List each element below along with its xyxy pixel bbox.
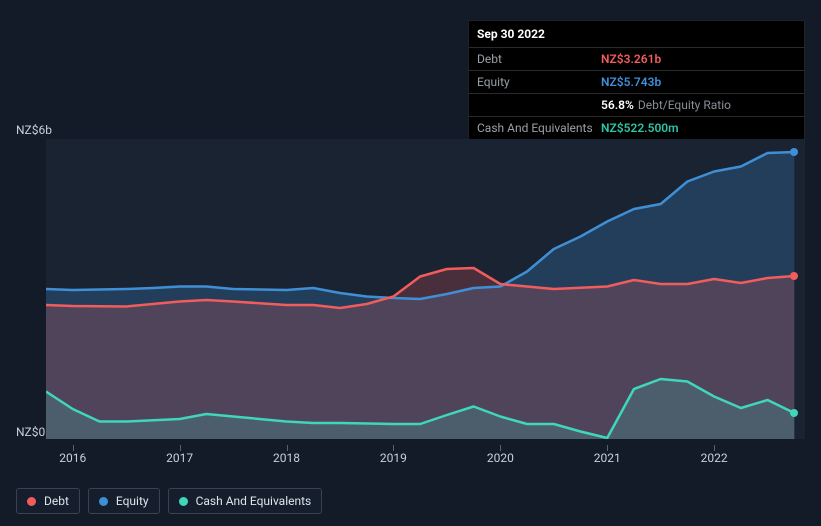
legend-item[interactable]: Cash And Equivalents [168, 488, 323, 514]
tooltip-date: Sep 30 2022 [469, 21, 804, 48]
tooltip-row: EquityNZ$5.743b [469, 71, 804, 94]
legend-color-dot [27, 497, 36, 506]
x-tick-label: 2021 [594, 451, 621, 465]
tooltip-row-secondary: Debt/Equity Ratio [638, 98, 731, 112]
tooltip-row-value: NZ$5.743b [601, 75, 661, 89]
tooltip-row-value: 56.8%Debt/Equity Ratio [601, 98, 731, 112]
x-tick-label: 2016 [59, 451, 86, 465]
y-axis-bottom-label: NZ$0 [16, 425, 45, 439]
x-axis-ticks: 2016 2017 2018 2019 2020 2021 2022 [46, 445, 805, 465]
tooltip-row: 56.8%Debt/Equity Ratio [469, 94, 804, 117]
x-tick-label: 2019 [380, 451, 407, 465]
series-endpoint-dot [790, 409, 798, 417]
tooltip-row-label: Equity [477, 75, 601, 89]
plot-svg [46, 139, 805, 439]
chart-area: NZ$6b NZ$0 2016 2017 2018 2019 2020 2021 2022 [16, 125, 805, 475]
x-tick-label: 2018 [273, 451, 300, 465]
legend-item[interactable]: Debt [16, 488, 80, 514]
legend-color-dot [179, 497, 188, 506]
tooltip-info-box: Sep 30 2022 DebtNZ$3.261bEquityNZ$5.743b… [468, 20, 805, 140]
legend: Debt Equity Cash And Equivalents [16, 488, 322, 514]
tooltip-row-value: NZ$3.261b [601, 52, 661, 66]
legend-label: Equity [116, 494, 149, 508]
y-axis-top-label: NZ$6b [16, 123, 52, 137]
legend-item[interactable]: Equity [88, 488, 160, 514]
x-tick-label: 2017 [166, 451, 193, 465]
legend-label: Debt [44, 494, 69, 508]
tooltip-row-label [477, 98, 601, 112]
series-endpoint-dot [790, 148, 798, 156]
x-tick-label: 2020 [487, 451, 514, 465]
tooltip-row-label: Debt [477, 52, 601, 66]
legend-label: Cash And Equivalents [196, 494, 312, 508]
plot-region[interactable] [46, 139, 805, 439]
x-tick-label: 2022 [701, 451, 728, 465]
chart-container: Sep 30 2022 DebtNZ$3.261bEquityNZ$5.743b… [0, 0, 821, 526]
tooltip-row: DebtNZ$3.261b [469, 48, 804, 71]
legend-color-dot [99, 497, 108, 506]
series-endpoint-dot [790, 272, 798, 280]
